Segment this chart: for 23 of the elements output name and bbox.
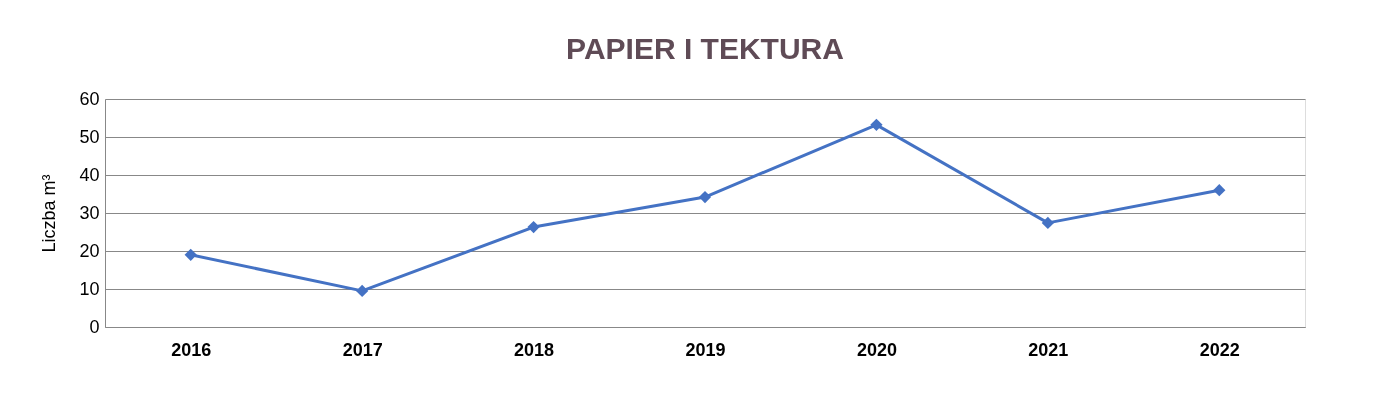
y-tick-label: 60 [79, 88, 100, 109]
y-axis-title: Liczba m³ [39, 174, 60, 253]
point [1041, 216, 1054, 229]
y-tick-label: 20 [79, 240, 100, 261]
point [870, 118, 883, 131]
point [527, 220, 540, 234]
x-tick-label: 2021 [1028, 339, 1069, 360]
point [698, 190, 712, 204]
y-tick-label: 0 [89, 316, 100, 337]
y-tick-label: 10 [79, 278, 100, 299]
point [1213, 184, 1226, 197]
x-tick-label: 2022 [1199, 339, 1240, 360]
x-tick-label: 2019 [685, 339, 726, 360]
x-tick-label: 2017 [342, 339, 383, 360]
y-tick-label: 40 [79, 164, 100, 185]
x-tick-label: 2016 [171, 339, 212, 360]
x-tick-label: 2018 [514, 339, 555, 360]
y-tick-label: 50 [79, 126, 100, 147]
y-tick-label: 30 [79, 202, 100, 223]
point [356, 284, 369, 298]
chart-title: PAPIER I TEKTURA [566, 32, 844, 65]
x-tick-label: 2020 [856, 339, 897, 360]
point [184, 248, 197, 261]
